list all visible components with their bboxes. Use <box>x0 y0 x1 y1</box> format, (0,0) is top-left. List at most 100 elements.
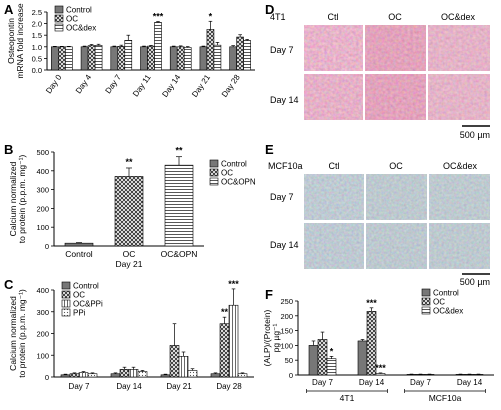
legend-swatch <box>421 288 431 297</box>
bar <box>464 374 475 376</box>
micrograph-d-day7-ctl <box>304 25 363 71</box>
category-label: Day 28 <box>220 73 242 99</box>
bar <box>58 46 66 71</box>
legend-label: OC&PPi <box>73 300 103 309</box>
bar <box>473 374 484 376</box>
bar <box>94 45 103 71</box>
category-label: Day 4 <box>74 73 94 96</box>
significance-mark: * <box>209 11 213 21</box>
column-header-ocdex: OC&dex <box>441 12 476 22</box>
micrograph-d-day14-ocdex <box>428 74 490 120</box>
bar <box>160 374 171 378</box>
category-label: Day 11 <box>131 73 153 99</box>
y-axis-label: (ALP)/(Protein) <box>262 309 272 366</box>
y-tick-label: 0.5 <box>32 54 42 63</box>
category-label: Day 14 <box>160 73 182 99</box>
bar <box>219 323 230 378</box>
bar <box>78 372 89 378</box>
chart-a-osteopontin: 0.0 0.5 1.0 1.5 2.0 2.5 Osteopontin mRNA fold i… <box>6 3 255 99</box>
bar <box>210 373 221 378</box>
bar <box>110 46 119 71</box>
panel-d-staining-4t1: 4T1 Ctl OC OC&dex Day 7 Day 14 <box>262 0 501 142</box>
panel-label-b: B <box>4 142 14 157</box>
legend-swatch <box>61 299 71 308</box>
bar <box>169 46 178 71</box>
y-tick-label: 200 <box>280 312 293 321</box>
column-header-oc: OC <box>389 161 403 171</box>
micrograph-d-day7-ocdex <box>428 25 490 71</box>
bar <box>178 356 189 378</box>
bar <box>154 22 162 71</box>
legend-label: Control <box>66 6 92 15</box>
legend-swatch <box>209 168 219 177</box>
y-tick-label: 300 <box>36 186 49 195</box>
category-label: Day 7 <box>410 378 431 387</box>
micrograph-e-day7-ctl <box>304 174 364 220</box>
significance-mark: *** <box>366 298 377 308</box>
bar <box>80 46 89 71</box>
bar <box>424 374 435 376</box>
bar <box>308 345 319 376</box>
micrograph-e-day14-ctl <box>304 223 364 269</box>
y-tick-label: 0 <box>289 371 293 380</box>
legend-label: OC <box>66 15 78 24</box>
micrograph-e-day14-oc <box>366 223 427 269</box>
significance-mark: *** <box>375 363 386 373</box>
bar <box>110 373 121 378</box>
legend-swatch <box>421 297 431 306</box>
bar <box>124 40 133 71</box>
category-label: Day 28 <box>216 382 242 391</box>
significance-mark: * <box>330 346 334 356</box>
y-tick-label: 1.5 <box>32 31 42 40</box>
y-axis-label: to protein (p.p.m. mg⁻¹) <box>17 289 27 378</box>
bar <box>64 242 94 247</box>
panel-e-staining-mcf10a: MCF10a Ctl OC OC&dex Day 7 Day 14 <box>262 142 501 287</box>
category-label: Day 21 <box>166 382 192 391</box>
micrograph-e-day7-oc <box>366 174 427 220</box>
bar <box>375 373 386 376</box>
legend-swatch <box>209 159 219 168</box>
chart-b-calcium-day21: 0 100 200 300 400 500 Calcium normalized to pro… <box>8 146 256 269</box>
y-axis-label: Calcium normalized <box>8 296 18 371</box>
legend-label: OC&dex <box>66 24 96 33</box>
y-axis-label: pg µg⁻¹ <box>271 323 281 352</box>
row-label-day14: Day 14 <box>270 95 299 105</box>
category-label: Day 14 <box>116 382 142 391</box>
category-label: OC&OPN <box>161 249 198 259</box>
legend-swatch <box>61 308 71 317</box>
group-label: MCF10a <box>429 393 462 403</box>
significance-mark: *** <box>228 279 239 289</box>
legend-label: Control <box>73 282 99 291</box>
column-header-ctl: Ctl <box>329 161 340 171</box>
significance-mark: ** <box>175 146 183 156</box>
bar <box>119 369 130 378</box>
bar <box>51 46 59 71</box>
bar <box>187 370 198 378</box>
y-axis-label: Calcium normalized <box>8 161 18 236</box>
scale-bar-label-d: 500 µm <box>460 130 490 140</box>
y-tick-label: 200 <box>36 330 49 339</box>
bar <box>87 45 96 71</box>
micrograph-e-day14-ocdex <box>429 223 490 269</box>
y-tick-label: 300 <box>36 308 49 317</box>
bar <box>213 44 222 71</box>
column-header-ocdex: OC&dex <box>443 161 478 171</box>
legend-swatch <box>209 177 219 186</box>
y-tick-label: 200 <box>36 204 49 213</box>
bar <box>140 46 148 71</box>
bar <box>169 345 180 378</box>
group-label: 4T1 <box>340 393 355 403</box>
category-label: Day 7 <box>69 382 90 391</box>
micrograph-d-day14-oc <box>365 74 426 120</box>
y-tick-label: 0 <box>45 242 49 251</box>
legend-label: OC <box>221 169 233 178</box>
legend-swatch <box>54 5 64 14</box>
bar <box>228 304 239 378</box>
legend-swatch <box>54 14 64 23</box>
panel-label-d: D <box>265 2 275 17</box>
row-label-day7: Day 7 <box>270 192 294 202</box>
bar <box>406 374 417 376</box>
y-tick-label: 400 <box>36 167 49 176</box>
legend-label: OC <box>433 298 445 307</box>
cell-line-label: 4T1 <box>270 12 286 22</box>
